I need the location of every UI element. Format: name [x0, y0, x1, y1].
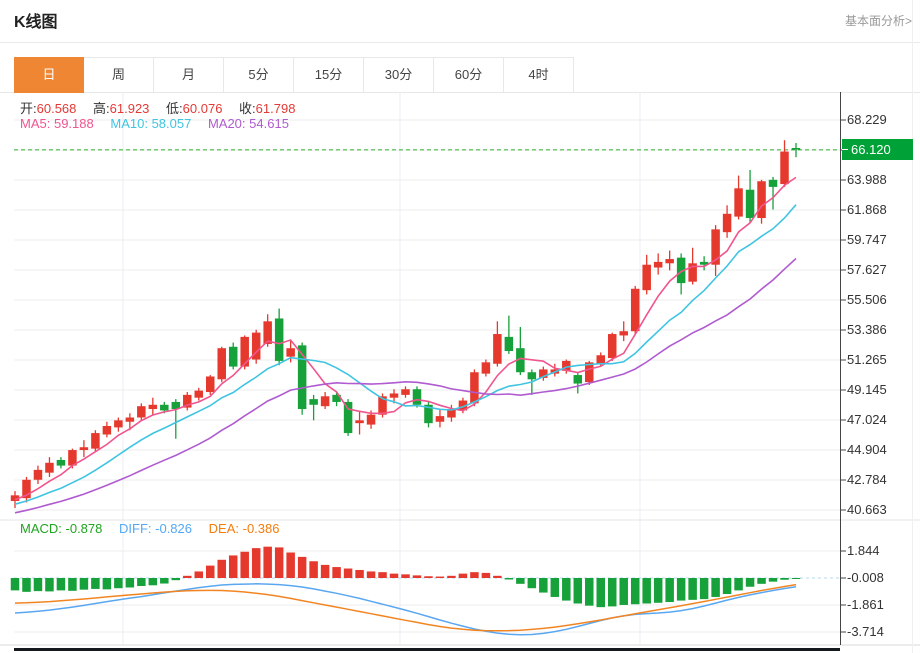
tab-30min[interactable]: 30分 [364, 57, 434, 93]
current-price-tag: 66.120 [842, 139, 913, 161]
axis-label: -3.714 [847, 624, 884, 639]
ma20-value: 54.615 [249, 116, 289, 131]
page-title: K线图 [14, 14, 58, 31]
axis-label: 61.868 [847, 202, 887, 217]
ma10-label: MA10: [110, 116, 148, 131]
axis-label: 53.386 [847, 322, 887, 337]
ma10-value: 58.057 [151, 116, 192, 131]
ma20-label: MA20: [207, 116, 246, 131]
tab-60min[interactable]: 60分 [434, 57, 504, 93]
high-label: 高: [93, 101, 110, 116]
tab-month[interactable]: 月 [154, 57, 224, 93]
tab-4hour[interactable]: 4时 [504, 57, 574, 93]
axis-label: 40.663 [847, 502, 887, 517]
macd-value: -0.878 [65, 521, 103, 536]
axis-label: 68.229 [847, 112, 887, 127]
axis-label: 1.844 [847, 543, 880, 558]
fundamental-analysis-link[interactable]: 基本面分析> [844, 14, 912, 28]
axis-label: 51.265 [847, 352, 887, 367]
dea-label: DEA: [208, 521, 239, 536]
open-value: 60.568 [36, 101, 77, 116]
open-label: 开: [20, 101, 37, 116]
period-tabbar: 日 周 月 5分 15分 30分 60分 4时 [0, 57, 920, 93]
high-value: 61.923 [109, 101, 150, 116]
axis-label: 63.988 [847, 172, 887, 187]
ma5-label: MA5: [20, 116, 51, 131]
axis-label: -1.861 [847, 597, 884, 612]
macd-readout: MACD: -0.878 DIFF: -0.826 DEA: -0.386 [20, 521, 292, 536]
tab-week[interactable]: 周 [84, 57, 154, 93]
period-tabs: 日 周 月 5分 15分 30分 60分 4时 [14, 57, 574, 93]
axis-label: -0.008 [847, 570, 884, 585]
diff-label: DIFF: [119, 521, 152, 536]
title-divider [0, 42, 920, 43]
axis-label: 47.024 [847, 412, 887, 427]
diff-value: -0.826 [155, 521, 193, 536]
axis-label: 55.506 [847, 292, 887, 307]
axis-label: 49.145 [847, 382, 887, 397]
macd-label: MACD: [20, 521, 62, 536]
axis-label: 59.747 [847, 232, 887, 247]
ohlc-readout: 开:60.568 高:61.923 低:60.076 收:61.798 [20, 98, 308, 117]
dea-value: -0.386 [242, 521, 280, 536]
tab-15min[interactable]: 15分 [294, 57, 364, 93]
container-right-border [912, 0, 913, 653]
ma5-value: 59.188 [53, 116, 94, 131]
axis-label: 44.904 [847, 442, 887, 457]
tab-day[interactable]: 日 [14, 57, 84, 93]
axis-label: 57.627 [847, 262, 887, 277]
close-label: 收: [239, 101, 256, 116]
chart-scrollbar[interactable] [14, 648, 840, 651]
axis-label: 42.784 [847, 472, 887, 487]
tab-5min[interactable]: 5分 [224, 57, 294, 93]
low-label: 低: [166, 101, 183, 116]
low-value: 60.076 [182, 101, 223, 116]
close-value: 61.798 [255, 101, 296, 116]
ma-readout: MA5: 59.188 MA10: 58.057 MA20: 54.615 [20, 116, 302, 131]
